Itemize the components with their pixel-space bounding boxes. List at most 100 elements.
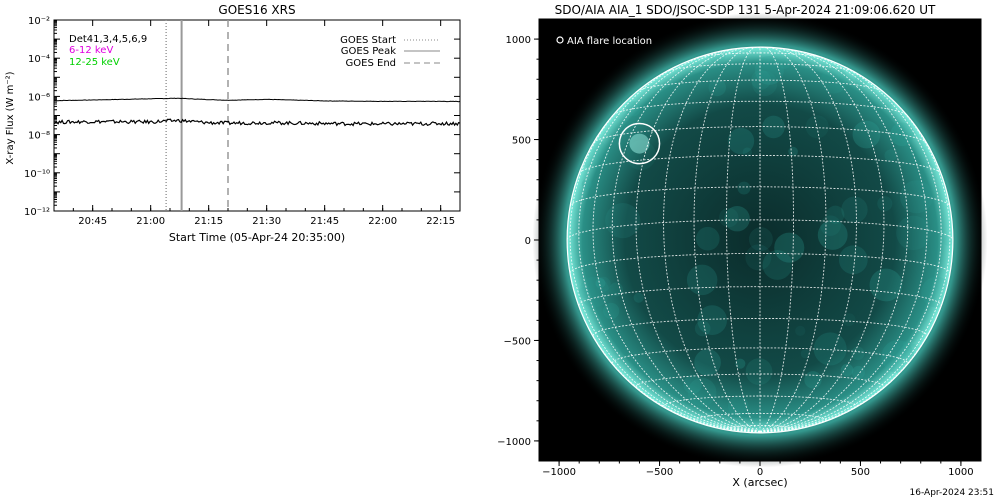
- y-tick-label: 10⁻⁶: [28, 92, 50, 103]
- image-y-axis: −1000 −500 0 500 1000: [497, 35, 539, 448]
- x-tick-label: 21:00: [136, 216, 165, 227]
- disk-patch: [737, 181, 751, 195]
- disk-patch: [842, 313, 856, 327]
- x-axis: 20:45 21:00 21:15 21:30 21:45 22:00 22:15: [53, 20, 461, 227]
- disk-patch: [724, 206, 750, 232]
- disk-patch: [869, 268, 903, 302]
- grid-latitude-line: [569, 186, 951, 207]
- image-y-tick-label: −1000: [497, 437, 531, 448]
- y-axis-label: X-ray Flux (W m⁻²): [5, 71, 16, 164]
- disk-patch: [694, 349, 721, 376]
- disk-patch: [779, 58, 791, 69]
- y-tick-label: 10⁻²: [28, 16, 50, 27]
- disk-patch: [633, 292, 644, 303]
- disk-patch: [902, 340, 911, 349]
- disk-patch: [603, 302, 620, 320]
- chart-title: GOES16 XRS: [218, 3, 295, 17]
- flare-location-marker: [618, 122, 661, 165]
- disk-patch: [727, 127, 755, 155]
- grid-longitude-line: [759, 75, 951, 433]
- disk-patch: [735, 358, 746, 369]
- series-label-6-12: 6-12 keV: [69, 45, 113, 56]
- disk-patch: [719, 207, 739, 228]
- disk-patch: [762, 250, 793, 280]
- disk-patch: [742, 147, 752, 157]
- y-axis: 10⁻¹² 10⁻¹⁰ 10⁻⁸ 10⁻⁶ 10⁻⁴ 10⁻²: [24, 16, 460, 218]
- disk-patch: [751, 69, 771, 90]
- y-tick-label: 10⁻⁴: [28, 54, 50, 65]
- heliographic-grid: [567, 47, 953, 433]
- image-x-axis-label: X (arcsec): [732, 476, 787, 489]
- legend: GOES Start GOES Peak GOES End: [340, 35, 440, 69]
- disk-patch: [813, 332, 847, 366]
- disk-patch: [851, 346, 865, 361]
- image-y-tick-label: 0: [525, 236, 531, 247]
- detector-label: Det41,3,4,5,6,9: [69, 34, 147, 45]
- disk-patch: [745, 358, 773, 385]
- disk-patch: [795, 325, 806, 336]
- grid-longitude-line: [759, 47, 857, 433]
- disk-patch: [899, 180, 933, 214]
- disk-patch: [884, 149, 897, 162]
- disk-patch: [797, 411, 809, 423]
- grid-longitude-line: [726, 47, 761, 433]
- y-tick-label: 10⁻¹⁰: [24, 169, 50, 180]
- x-tick-label: 22:15: [426, 216, 455, 227]
- disk-patch: [800, 349, 810, 359]
- legend-marker-icon: [556, 36, 564, 44]
- solar-disk: [567, 47, 953, 433]
- disk-patch: [595, 277, 606, 288]
- disk-patch: [840, 363, 854, 377]
- grid-longitude-line: [592, 49, 761, 433]
- disk-patch: [686, 264, 718, 296]
- disk-patch: [792, 388, 801, 397]
- grid-longitude-line: [759, 47, 794, 433]
- legend-goes-end: GOES End: [346, 58, 396, 69]
- footer-timestamp: 16-Apr-2024 23:51: [909, 488, 994, 498]
- image-x-tick-label: −1000: [542, 467, 576, 478]
- grid-longitude-line: [611, 48, 761, 433]
- image-y-tick-label: 1000: [506, 35, 531, 46]
- series-label-12-25: 12-25 keV: [69, 57, 120, 68]
- grid-longitude-line: [759, 48, 909, 433]
- disk-texture: [578, 47, 953, 423]
- legend-flare-location: AIA flare location: [567, 36, 652, 47]
- disk-patch: [745, 244, 772, 271]
- grid-longitude-line: [759, 47, 885, 433]
- image-y-tick-label: −500: [504, 336, 531, 347]
- legend-goes-peak: GOES Peak: [341, 46, 396, 57]
- disk-patch: [788, 146, 798, 157]
- disk-patch: [748, 227, 773, 252]
- image-title: SDO/AIA AIA_1 SDO/JSOC-SDP 131 5-Apr-202…: [555, 3, 936, 17]
- solar-limb: [566, 46, 954, 434]
- x-tick-label: 22:00: [368, 216, 397, 227]
- disk-patch: [851, 365, 865, 380]
- x-tick-label: 20:45: [78, 216, 107, 227]
- y-tick-label: 10⁻¹²: [24, 207, 50, 218]
- x-tick-label: 21:30: [252, 216, 281, 227]
- disk-patch: [697, 305, 728, 336]
- plot-frame: [53, 19, 461, 212]
- aia-image-panel: SDO/AIA AIA_1 SDO/JSOC-SDP 131 5-Apr-202…: [497, 3, 988, 489]
- legend-goes-start: GOES Start: [340, 35, 396, 46]
- grid-latitude-line: [569, 253, 951, 274]
- image-x-tick-label: 1000: [948, 467, 973, 478]
- disk-patch: [838, 245, 868, 275]
- disk-patch: [751, 70, 778, 97]
- x-axis-label: Start Time (05-Apr-24 20:35:00): [169, 231, 345, 244]
- disk-patch: [877, 196, 893, 212]
- time-markers: [165, 20, 229, 211]
- image-x-tick-label: 500: [851, 467, 870, 478]
- disk-patch: [826, 205, 845, 224]
- series-group: [54, 97, 460, 127]
- grid-longitude-line: [759, 49, 928, 433]
- image-x-axis: −1000 −500 0 500 1000: [542, 461, 974, 478]
- x-tick-label: 21:45: [310, 216, 339, 227]
- grid-longitude-line: [759, 54, 942, 433]
- grid-longitude-line: [663, 47, 761, 433]
- disk-patch: [896, 215, 931, 251]
- grid-longitude-line: [759, 47, 827, 433]
- disk-patch: [852, 120, 881, 149]
- disk-patch: [694, 320, 711, 337]
- image-x-tick-label: −500: [646, 467, 673, 478]
